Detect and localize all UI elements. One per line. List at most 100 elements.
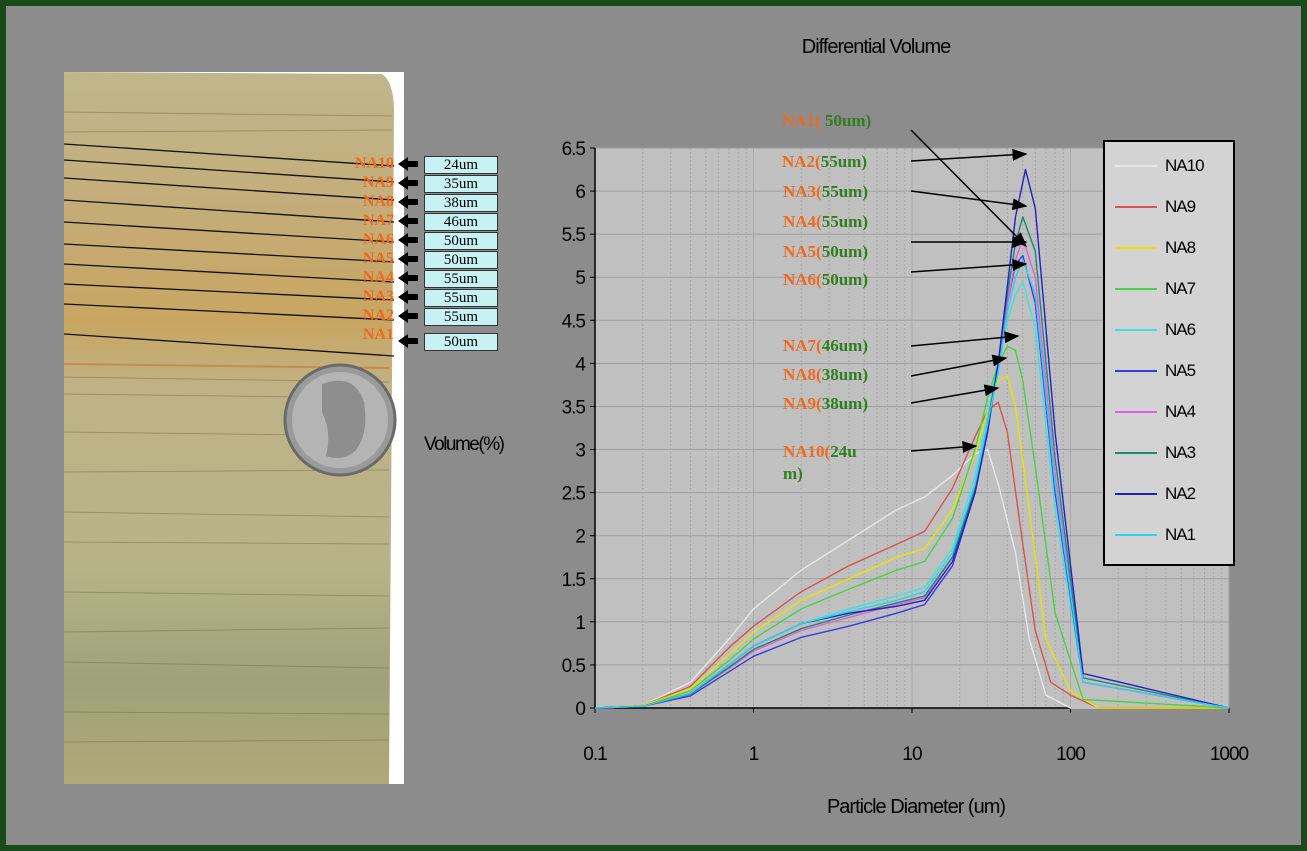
size-box: 50um: [424, 251, 498, 269]
layer-label: NA6: [362, 231, 394, 248]
layer-label: NA4: [362, 269, 394, 286]
legend-item: NA6: [1115, 320, 1233, 340]
sample-name: NA2(: [782, 152, 821, 171]
arrow-left-icon: [398, 176, 408, 190]
legend-label: NA7: [1165, 279, 1196, 298]
annotation-arrow: [910, 258, 1028, 273]
legend-swatch: [1115, 452, 1157, 454]
peak-size: 55um): [821, 212, 868, 231]
sample-name: NA3(: [783, 182, 822, 201]
y-tick-label: 1: [575, 613, 585, 634]
arrow-left-icon: [398, 290, 408, 304]
annotation-arrow: [910, 148, 1028, 162]
chart-title: Differential Volume: [801, 36, 952, 58]
annotation-arrow: [910, 190, 1028, 211]
legend-swatch: [1115, 411, 1157, 413]
arrow-left-icon: [398, 252, 408, 266]
y-tick-label: 6.5: [562, 139, 586, 160]
legend-item: NA7: [1115, 279, 1233, 299]
legend-swatch: [1115, 534, 1157, 536]
arrow-left-icon: [398, 334, 408, 348]
size-box: 35um: [424, 175, 498, 193]
y-tick-label: 6: [575, 182, 585, 203]
y-tick-label: 4.5: [562, 311, 586, 332]
legend-label: NA8: [1165, 238, 1196, 257]
layer-label: NA9: [362, 174, 394, 191]
y-tick-label: 2: [575, 527, 585, 548]
peak-annotation: NA7(46um): [783, 335, 868, 357]
y-tick-label: 3.5: [562, 397, 586, 418]
series-line-na1: [594, 259, 1230, 709]
legend-item: NA9: [1115, 197, 1233, 217]
layer-label: NA2: [362, 307, 394, 324]
y-tick-label: 5.5: [562, 225, 586, 246]
arrow-left-icon: [398, 195, 408, 209]
size-box: 24um: [424, 156, 498, 174]
series-line-na10: [594, 448, 1229, 709]
legend-label: NA10: [1165, 156, 1205, 175]
peak-size: 50um): [821, 242, 868, 261]
x-tick-label: 1000: [1210, 744, 1249, 765]
legend-swatch: [1115, 329, 1157, 331]
layer-label: NA10: [354, 155, 394, 172]
layer-label: NA7: [362, 212, 394, 229]
legend-item: NA10: [1115, 156, 1233, 176]
y-tick-label: 4: [575, 354, 586, 375]
y-tick-label: 2.5: [562, 484, 586, 505]
layer-label: NA8: [362, 193, 394, 210]
legend-item: NA5: [1115, 361, 1233, 381]
legend-swatch: [1115, 206, 1157, 208]
legend-label: NA3: [1165, 443, 1196, 462]
arrow-left-icon: [398, 157, 408, 171]
rock-sample-photo: [64, 72, 404, 784]
peak-size: 55um): [820, 152, 867, 171]
peak-annotation: NA3(55um): [783, 181, 868, 203]
legend-swatch: [1115, 493, 1157, 495]
sample-name: NA8(: [783, 365, 822, 384]
x-tick-label: 1: [749, 744, 759, 765]
size-box: 55um: [424, 289, 498, 307]
legend-label: NA4: [1165, 402, 1196, 421]
legend-label: NA1: [1165, 525, 1196, 544]
peak-annotation: NA10(24u m): [783, 441, 857, 485]
series-line-na7: [594, 345, 1230, 709]
arrow-left-icon: [398, 271, 408, 285]
legend-item: NA8: [1115, 238, 1233, 258]
peak-annotation: NA9(38um): [783, 393, 868, 415]
peak-size: 38um): [821, 394, 868, 413]
series-line-na3: [594, 216, 1230, 709]
sample-name: NA7(: [783, 336, 822, 355]
y-tick-label: 0: [575, 699, 585, 720]
size-box-arrows: [398, 157, 418, 348]
layer-label: NA3: [362, 288, 394, 305]
annotation-arrow: [910, 331, 1020, 347]
peak-annotation: NA5(50um): [783, 241, 868, 263]
annotation-arrow: [910, 354, 1008, 377]
peak-size: m): [783, 464, 803, 483]
legend-label: NA5: [1165, 361, 1196, 380]
size-box: 50um: [424, 232, 498, 250]
y-axis-label: Volume(%): [424, 434, 505, 455]
arrow-left-icon: [398, 233, 408, 247]
y-tick-label: 1.5: [562, 570, 586, 591]
peak-size: 24u: [830, 442, 857, 461]
legend-item: NA2: [1115, 484, 1233, 504]
x-tick-label: 10: [902, 744, 922, 765]
layer-label: NA5: [362, 250, 394, 267]
peak-size: 55um): [821, 182, 868, 201]
sample-name: NA4(: [783, 212, 822, 231]
size-box: 46um: [424, 213, 498, 231]
annotation-arrow: [910, 384, 1000, 404]
figure-frame: NA10 NA9 NA8 NA7 NA6 NA5 NA4 NA3 NA2 NA1…: [6, 6, 1301, 845]
legend-swatch: [1115, 288, 1157, 290]
chart-legend: NA10 NA9 NA8 NA7 NA6 NA5 NA4 NA3 NA2 NA1: [1103, 140, 1235, 566]
x-tick-label: 100: [1056, 744, 1085, 765]
sample-name: NA6(: [783, 270, 822, 289]
size-box: 55um: [424, 270, 498, 288]
size-box: 50um: [424, 333, 498, 351]
y-tick-label: 0.5: [562, 656, 586, 677]
peak-size: 50um): [820, 111, 872, 130]
x-tick-label: 0.1: [583, 744, 607, 765]
peak-annotation: NA2(55um): [782, 151, 867, 173]
peak-size: 46um): [821, 336, 868, 355]
